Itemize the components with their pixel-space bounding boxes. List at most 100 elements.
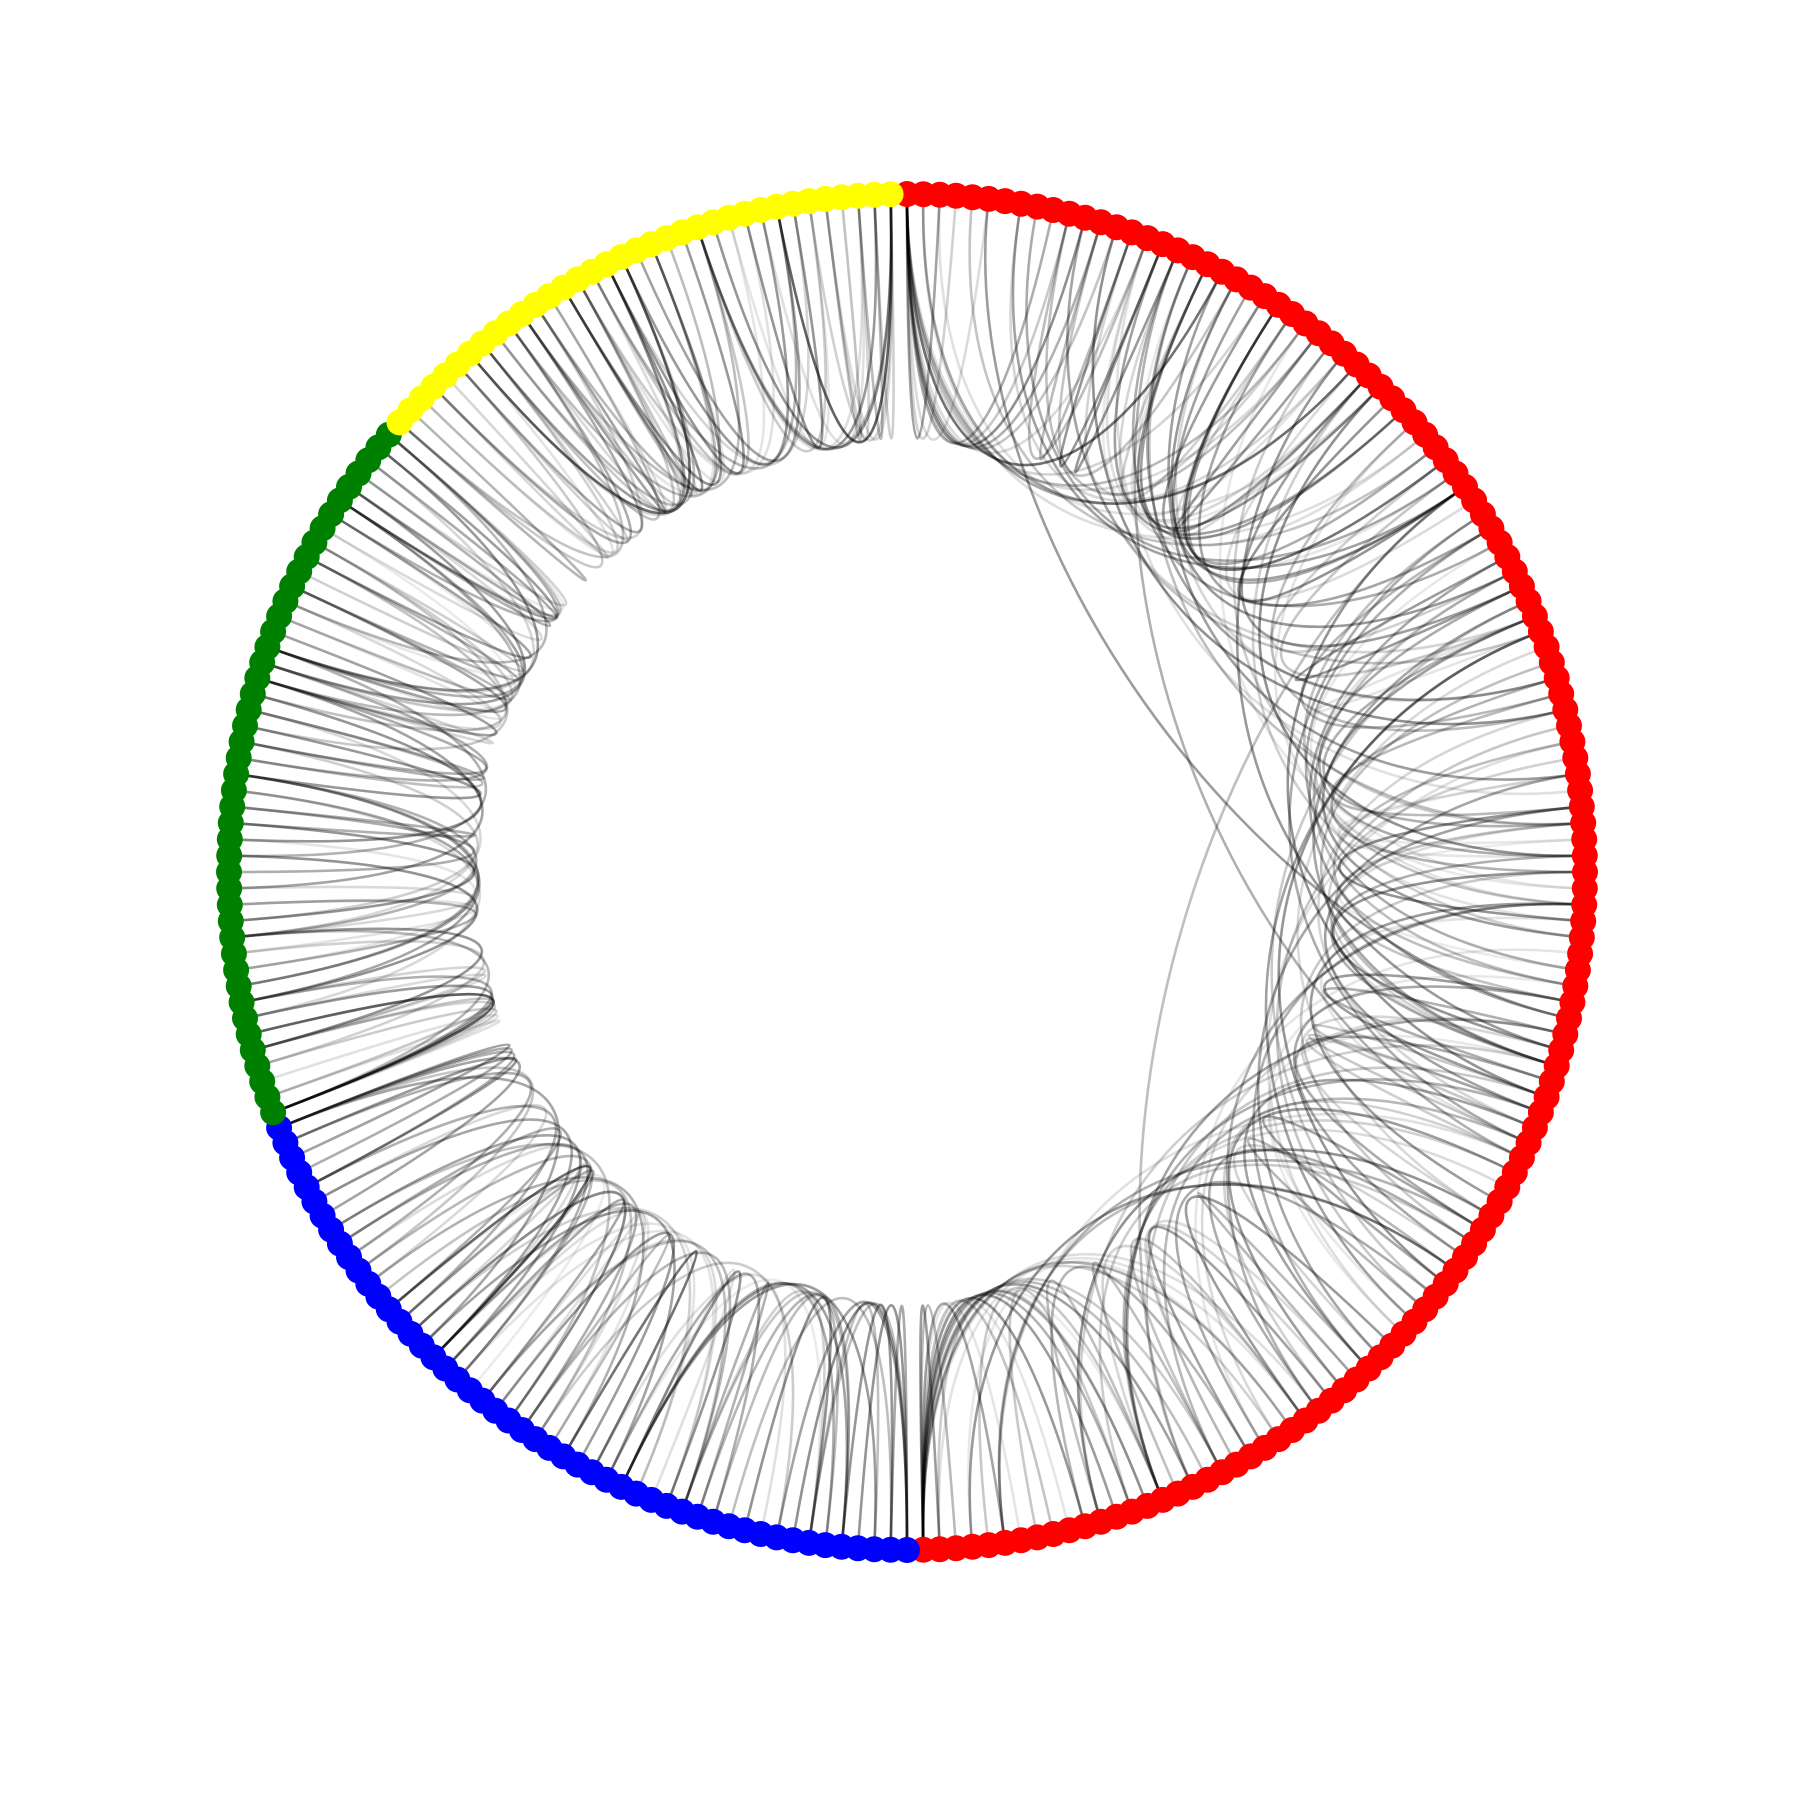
edge: [905, 193, 990, 441]
edge: [1294, 555, 1523, 682]
edge: [1323, 973, 1573, 1099]
edge: [398, 322, 625, 559]
edge: [1173, 313, 1370, 538]
edge: [921, 1296, 1087, 1550]
edge: [357, 433, 568, 607]
edge: [922, 194, 1320, 492]
edge: [680, 1289, 826, 1544]
edge: [456, 313, 644, 534]
edge: [605, 1278, 822, 1544]
edge: [241, 975, 493, 1114]
edge: [1050, 1265, 1252, 1527]
edge: [1243, 1078, 1536, 1370]
edge: [1027, 213, 1149, 461]
edge: [398, 1162, 588, 1335]
edge: [1115, 237, 1581, 796]
edge: [266, 459, 536, 694]
edge: [444, 1198, 626, 1402]
edge: [1129, 1237, 1307, 1473]
edge: [921, 1289, 1149, 1550]
edge: [1138, 485, 1466, 1488]
edge: [696, 194, 893, 451]
edge: [1227, 1107, 1516, 1392]
edge: [444, 1208, 646, 1440]
edge: [1011, 203, 1466, 570]
edge: [306, 1104, 558, 1323]
edge: [330, 1134, 582, 1370]
edge: [1337, 772, 1585, 845]
edge: [232, 929, 490, 1114]
edge: [387, 1164, 592, 1359]
edge: [1236, 352, 1562, 1052]
edge: [339, 472, 552, 628]
edge: [321, 485, 543, 642]
edge: [1309, 541, 1585, 890]
edge: [921, 1299, 1055, 1550]
edge: [367, 1176, 645, 1458]
edge: [232, 772, 478, 939]
edge: [1305, 1037, 1542, 1159]
edge: [1174, 278, 1558, 702]
edge: [937, 1257, 1307, 1550]
edge: [1323, 805, 1582, 1114]
edge: [313, 1103, 548, 1285]
edge: [759, 195, 866, 446]
edge: [1038, 221, 1134, 461]
edge: [1270, 421, 1566, 732]
edge: [298, 541, 525, 673]
edge: [968, 197, 1437, 547]
edge: [605, 203, 810, 467]
edge: [905, 193, 1055, 445]
edge: [1144, 1223, 1346, 1466]
edge: [1240, 374, 1523, 648]
edge: [256, 1007, 498, 1114]
edge: [244, 973, 488, 1052]
edge: [233, 789, 480, 988]
edge: [266, 499, 524, 699]
edge: [1312, 600, 1558, 1068]
edge: [905, 193, 942, 440]
edge: [1146, 256, 1558, 702]
edge: [1162, 295, 1370, 533]
edge: [1279, 472, 1536, 678]
edge: [1327, 756, 1576, 1068]
edge: [377, 1178, 633, 1440]
edge: [244, 984, 494, 1114]
edge: [1131, 249, 1501, 608]
edge: [921, 1287, 1164, 1550]
edge: [807, 194, 893, 442]
edge: [1122, 1128, 1508, 1501]
edge: [1256, 772, 1579, 1359]
edge: [1105, 237, 1427, 547]
edge: [775, 194, 893, 444]
edge: [468, 256, 691, 515]
edge: [230, 821, 476, 923]
edge: [1122, 1119, 1516, 1501]
edge: [348, 1144, 582, 1359]
edge: [562, 243, 723, 486]
edge: [481, 295, 661, 521]
edge: [936, 1289, 1149, 1550]
edge: [468, 263, 684, 517]
edge: [590, 206, 798, 470]
edge: [432, 374, 609, 560]
edge: [635, 206, 801, 463]
edge: [743, 1296, 832, 1544]
edge: [680, 1281, 770, 1518]
edge: [432, 1206, 650, 1449]
edge: [1300, 527, 1562, 729]
edge: [534, 1261, 795, 1538]
edge: [1181, 304, 1437, 566]
edge: [339, 446, 559, 621]
edge: [1303, 513, 1585, 907]
edge: [1098, 1163, 1475, 1513]
edge: [919, 1304, 942, 1550]
edge: [1300, 1015, 1562, 1217]
edge: [235, 772, 481, 1004]
edge: [711, 194, 893, 449]
edge: [620, 1282, 877, 1550]
edge: [696, 1292, 851, 1547]
edge: [398, 363, 604, 569]
edge: [1270, 459, 1516, 654]
edge: [921, 1291, 1134, 1550]
